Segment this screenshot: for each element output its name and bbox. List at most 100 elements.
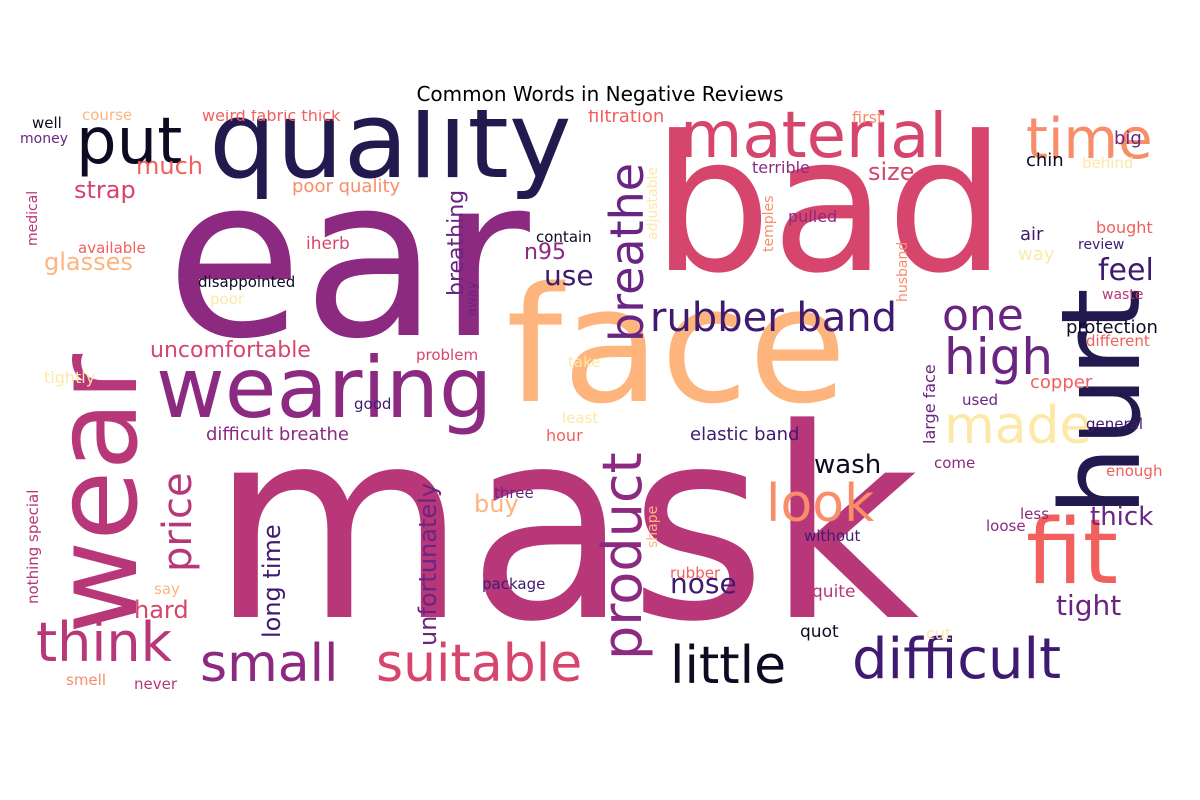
word-difficult: difficult (852, 627, 1062, 692)
word-material: material (680, 110, 948, 173)
word-little: little (670, 636, 787, 694)
word-rubber-band: rubber band (650, 295, 897, 341)
word-chin: chin (1026, 150, 1064, 171)
word-put: put (76, 110, 183, 179)
word-bought: bought (1096, 218, 1153, 237)
word-shape: shape (645, 505, 661, 548)
word-pulled: pulled (788, 207, 838, 226)
word-fit: fit (1026, 500, 1118, 605)
word-course: course (82, 110, 133, 124)
word-least: least (562, 409, 599, 427)
word-smell: smell (66, 671, 106, 689)
word-different: different (1086, 332, 1150, 350)
word-good: good (354, 395, 392, 413)
word-mask: mask (210, 373, 920, 680)
word-quite: quite (812, 582, 856, 602)
word-say: say (154, 580, 180, 598)
word-enough: enough (1106, 462, 1163, 480)
word-size: size (868, 158, 915, 186)
word-temples: temples (761, 195, 777, 252)
word-long-time: long time (258, 524, 286, 638)
word-thick: thick (1090, 502, 1154, 532)
chart-title: Common Words in Negative Reviews (416, 82, 784, 106)
word-hard: hard (134, 596, 189, 624)
word-breathing: breathing (444, 189, 469, 296)
word-time: time (1026, 110, 1153, 172)
word-buy: buy (474, 490, 519, 518)
word-review: review (1078, 237, 1125, 253)
word-poor-quality: poor quality (292, 176, 401, 197)
word-quot: quot (800, 622, 839, 642)
word-behind: behind (1082, 154, 1134, 172)
word-big: big (1114, 128, 1142, 149)
word-large-face: large face (920, 364, 939, 444)
word-uncomfortable: uncomfortable (150, 338, 311, 363)
word-well: well (32, 114, 62, 132)
word-difficult-breathe: difficult breathe (206, 424, 349, 445)
word-unfortunately: unfortunately (414, 482, 442, 646)
word-less: less (1020, 505, 1050, 523)
word-hour: hour (546, 426, 583, 445)
word-take: take (568, 353, 601, 371)
word-small: small (200, 634, 339, 694)
word-wear: wear (30, 353, 163, 634)
word-filtration: filtration (588, 110, 665, 127)
word-product: product (591, 452, 654, 660)
word-come: come (934, 454, 976, 472)
word-look: look (766, 474, 875, 534)
word-iherb: iherb (306, 234, 350, 254)
word-loose: loose (986, 517, 1026, 535)
word-medical: medical (25, 190, 41, 246)
word-face: face (506, 252, 847, 439)
word-wash: wash (814, 450, 882, 480)
word-available: available (78, 239, 146, 257)
word-much: much (136, 152, 203, 180)
word-high: high (944, 328, 1054, 386)
word-think: think (36, 611, 172, 674)
word-terrible: terrible (752, 158, 810, 177)
word-first: first (852, 110, 884, 127)
word-strap: strap (74, 176, 136, 204)
word-adjustable: adjustable (645, 167, 661, 240)
word-breathe: breathe (600, 162, 654, 342)
word-nose: nose (670, 567, 737, 600)
word-tightly: tightly (44, 368, 96, 387)
word-use: use (544, 259, 594, 292)
word-price: price (155, 472, 201, 572)
word-copper: copper (1030, 372, 1093, 393)
word-weird-fabric-thick: weird fabric thick (202, 110, 341, 125)
word-cloud: mask ear bad face wear quality hurt material put… (16, 110, 1184, 694)
word-waste: waste (1102, 287, 1144, 303)
word-poor: poor (210, 290, 245, 308)
word-problem: problem (416, 346, 479, 364)
word-wearing: wearing (156, 339, 493, 437)
word-three: three (494, 484, 534, 502)
word-never: never (134, 675, 178, 693)
word-n95: n95 (524, 240, 566, 265)
word-used: used (962, 391, 999, 409)
word-money: money (20, 131, 68, 147)
word-air: air (1020, 224, 1044, 245)
word-husband: husband (895, 241, 911, 302)
word-protection: protection (1066, 317, 1158, 338)
word-glasses: glasses (44, 248, 133, 276)
word-suitable: suitable (376, 634, 583, 694)
word-cut: cut (926, 624, 952, 643)
word-bad: bad (652, 110, 1006, 315)
word-disappointed: disappointed (198, 273, 296, 291)
word-one: one (942, 290, 1024, 341)
word-without: without (804, 527, 861, 545)
word-feel: feel (1098, 253, 1154, 288)
word-general: general (1086, 415, 1144, 433)
word-rubber: rubber (670, 564, 721, 582)
word-tight: tight (1056, 589, 1122, 622)
word-away: away (465, 281, 480, 316)
word-elastic-band: elastic band (690, 424, 800, 445)
word-package: package (482, 575, 546, 593)
word-quality: quality (209, 110, 572, 202)
word-nothing-special: nothing special (24, 489, 42, 604)
word-way: way (1018, 244, 1055, 265)
word-contain: contain (536, 228, 592, 246)
word-ear: ear (166, 130, 530, 388)
word-made: made (944, 396, 1092, 456)
